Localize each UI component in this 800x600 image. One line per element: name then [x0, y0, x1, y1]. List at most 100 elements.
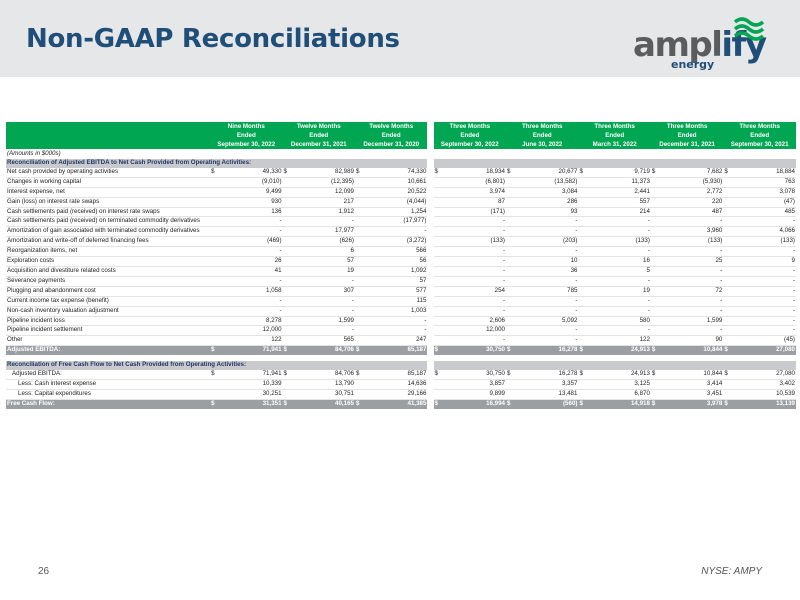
stock-ticker: NYSE: AMPY	[701, 566, 762, 577]
value-cell: 19	[290, 266, 355, 277]
table-row: Plugging and abandonment cost 1,058 307 577…	[6, 286, 796, 297]
value-cell: -	[731, 246, 796, 258]
column-header: December 31, 2021	[282, 140, 355, 149]
currency-symbol	[506, 306, 515, 317]
value-cell: 49,330	[218, 167, 283, 178]
table-row: Adjusted EBITDA: $71,941 $84,706 $85,187 $30…	[6, 370, 796, 380]
table-row: Severance payments - -57- - - - -	[6, 276, 796, 287]
row-label: Cash settlements paid (received) on term…	[6, 216, 211, 228]
currency-symbol	[578, 335, 587, 347]
currency-symbol	[578, 296, 587, 307]
currency-symbol	[723, 177, 732, 188]
currency-symbol: $	[210, 345, 219, 356]
currency-symbol	[650, 389, 660, 400]
value-cell: 13,790	[290, 379, 355, 390]
value-cell: 930	[218, 197, 283, 208]
currency-symbol	[723, 325, 732, 337]
value-cell: 17,977	[290, 226, 355, 238]
table-row: Gain (loss) on interest rate swaps 930 217…	[6, 197, 796, 208]
currency-symbol	[354, 246, 364, 258]
column-gap	[427, 140, 434, 149]
currency-symbol: $	[506, 345, 515, 356]
row-label: Less: Capital expenditures	[6, 389, 211, 400]
table-row: Less: Capital expenditures 30,251 30,751 29…	[6, 389, 796, 400]
currency-symbol	[723, 296, 732, 307]
value-cell: -	[731, 216, 796, 228]
value-cell: 1,058	[218, 286, 283, 297]
currency-symbol	[282, 389, 291, 400]
currency-symbol: $	[506, 399, 515, 409]
value-cell: 122	[586, 335, 651, 347]
currency-symbol: $	[650, 370, 660, 380]
value-cell: -	[514, 276, 579, 287]
currency-symbol	[433, 187, 442, 198]
table-row: Less: Cash interest expense 10,339 13,790 1…	[6, 379, 796, 390]
column-header: Ended	[506, 131, 579, 140]
value-cell: 565	[290, 335, 355, 347]
currency-symbol: $	[650, 167, 660, 178]
value-cell: 10,539	[731, 389, 796, 400]
currency-symbol	[433, 256, 442, 267]
row-label: Less: Cash interest expense	[6, 379, 211, 390]
currency-symbol	[578, 379, 587, 390]
value-cell: 57	[363, 276, 428, 287]
table-row: Cash settlements paid (received) on inte…	[6, 207, 796, 218]
value-cell: (203)	[514, 236, 579, 248]
currency-symbol: $	[578, 167, 587, 178]
value-cell: 9,899	[441, 389, 506, 400]
currency-symbol	[433, 296, 442, 307]
currency-symbol	[433, 286, 442, 297]
value-cell: 31,351	[218, 399, 283, 409]
amplify-logo: amplify energy	[633, 14, 768, 76]
value-cell: 71,941	[218, 345, 283, 356]
currency-symbol	[506, 207, 515, 218]
value-cell: 3,125	[586, 379, 651, 390]
currency-symbol	[506, 335, 515, 347]
currency-symbol	[282, 256, 291, 267]
value-cell: 2,606	[441, 316, 506, 327]
currency-symbol	[650, 286, 660, 297]
currency-symbol	[354, 226, 364, 238]
currency-symbol	[210, 286, 219, 297]
section-heading: Reconciliation of Free Cash Flow to Net …	[6, 361, 428, 371]
currency-symbol	[723, 246, 732, 258]
currency-symbol	[354, 316, 364, 327]
currency-symbol	[650, 335, 660, 347]
currency-symbol: $	[354, 399, 364, 409]
section-heading: Reconciliation of Adjusted EBITDA to Net…	[6, 159, 428, 168]
value-cell: 41	[218, 266, 283, 277]
value-cell: -	[514, 325, 579, 337]
column-header: September 30, 2022	[210, 140, 283, 149]
value-cell: -	[659, 266, 724, 277]
currency-symbol	[723, 276, 732, 287]
value-cell: -	[514, 306, 579, 317]
currency-symbol	[210, 216, 219, 228]
row-label: Pipeline incident settlement	[6, 325, 211, 337]
value-cell: 18,884	[731, 167, 796, 178]
column-gap	[427, 159, 434, 168]
column-header-row: Ended Ended Ended Ended Ended Ended Ended Ended	[6, 131, 796, 140]
total-row: Adjusted EBITDA: $71,941 $84,706 $85,187 $30…	[6, 345, 796, 356]
row-label: Amortization and write-off of deferred f…	[6, 236, 211, 248]
value-cell: 30,251	[218, 389, 283, 400]
column-gap	[427, 361, 434, 371]
currency-symbol	[723, 335, 732, 347]
currency-symbol	[354, 306, 364, 317]
currency-symbol	[650, 316, 660, 327]
value-cell: 14,918	[586, 399, 651, 409]
currency-symbol	[210, 296, 219, 307]
value-cell: (13,582)	[514, 177, 579, 188]
column-header: Ended	[210, 131, 283, 140]
currency-symbol	[433, 389, 442, 400]
value-cell: 72	[659, 286, 724, 297]
currency-symbol	[282, 226, 291, 238]
value-cell: 12,000	[218, 325, 283, 337]
value-cell: -	[586, 226, 651, 238]
value-cell: -	[514, 226, 579, 238]
column-gap	[427, 345, 434, 356]
value-cell: 13,481	[514, 389, 579, 400]
value-cell: (4,044)	[363, 197, 428, 208]
value-cell: -	[441, 276, 506, 287]
column-header: Three Months	[433, 122, 506, 131]
value-cell: -	[731, 266, 796, 277]
